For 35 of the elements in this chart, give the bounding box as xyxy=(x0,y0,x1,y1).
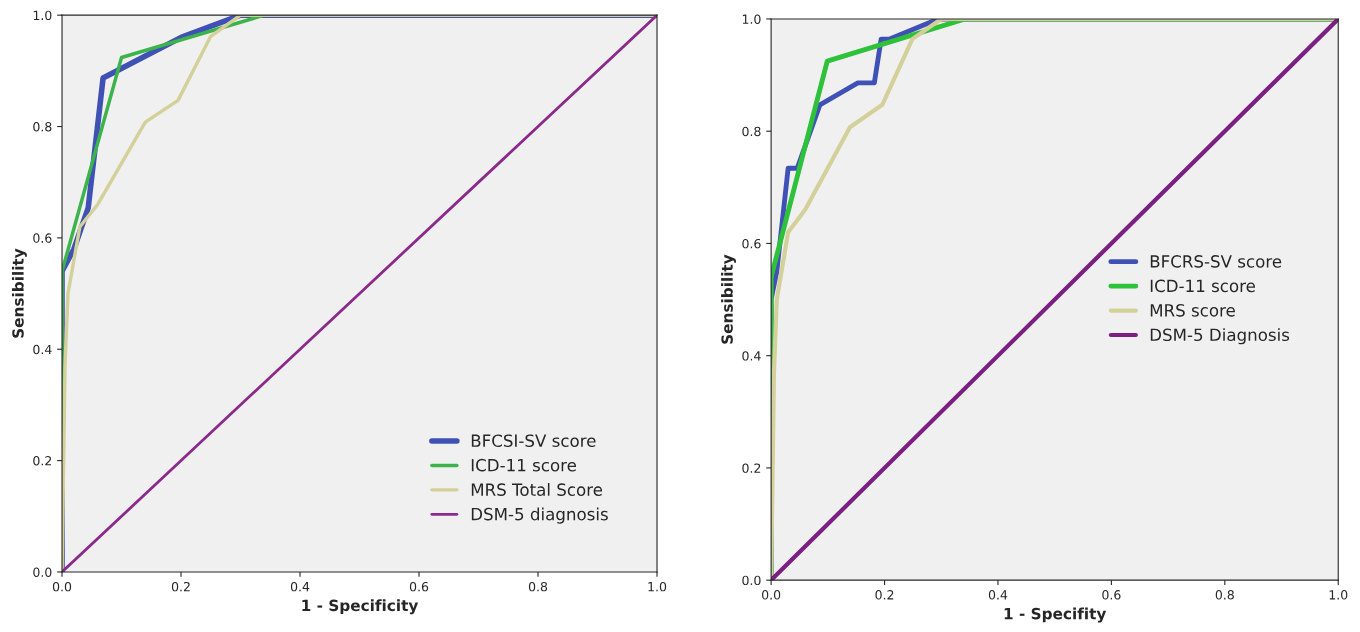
y-tick-label: 0.6 xyxy=(742,238,761,249)
legend-label: ICD-11 score xyxy=(1150,279,1255,293)
x-tick-label: 0.4 xyxy=(290,581,310,592)
legend-label: DSM-5 Diagnosis xyxy=(1150,328,1290,345)
y-tick-label: 0.4 xyxy=(33,344,52,355)
x-axis-title: 1 - Specificity xyxy=(302,599,419,615)
x-tick-label: 0.8 xyxy=(1215,590,1234,600)
y-tick-label: 0.4 xyxy=(742,351,761,361)
x-tick-label: 0.0 xyxy=(52,581,72,592)
legend-label: ICD-11 score xyxy=(471,458,577,472)
legend-label: BFCRS-SV score xyxy=(1150,255,1282,268)
legend-label: BFCSI-SV score xyxy=(471,434,596,448)
x-tick-label: 0.2 xyxy=(875,590,894,600)
y-tick-label: 1.0 xyxy=(742,14,761,24)
legend-label: MRS score xyxy=(1150,304,1235,317)
x-tick-label: 1.0 xyxy=(1329,590,1348,600)
x-tick-label: 0.8 xyxy=(528,581,548,592)
legend-label: MRS Total Score xyxy=(471,483,603,496)
y-tick-label: 0.0 xyxy=(33,567,52,577)
y-axis-title: Sensibility xyxy=(11,248,27,338)
x-tick-label: 0.0 xyxy=(762,590,781,600)
legend-label: DSM-5 diagnosis xyxy=(471,507,608,524)
y-tick-label: 0.2 xyxy=(33,456,52,466)
y-tick-label: 0.6 xyxy=(33,233,52,243)
x-tick-label: 1.0 xyxy=(648,581,667,592)
y-tick-label: 0.8 xyxy=(742,126,761,137)
x-tick-label: 0.4 xyxy=(988,590,1008,600)
y-tick-label: 0.8 xyxy=(33,122,52,132)
x-tick-label: 0.6 xyxy=(409,581,429,592)
y-axis-title: Sensibility xyxy=(721,254,736,344)
y-tick-label: 1.0 xyxy=(33,10,52,21)
y-tick-label: 0.2 xyxy=(742,463,761,473)
x-tick-label: 0.6 xyxy=(1102,590,1121,600)
x-tick-label: 0.2 xyxy=(171,581,190,592)
x-axis-title: 1 - Specifity xyxy=(1004,607,1107,623)
